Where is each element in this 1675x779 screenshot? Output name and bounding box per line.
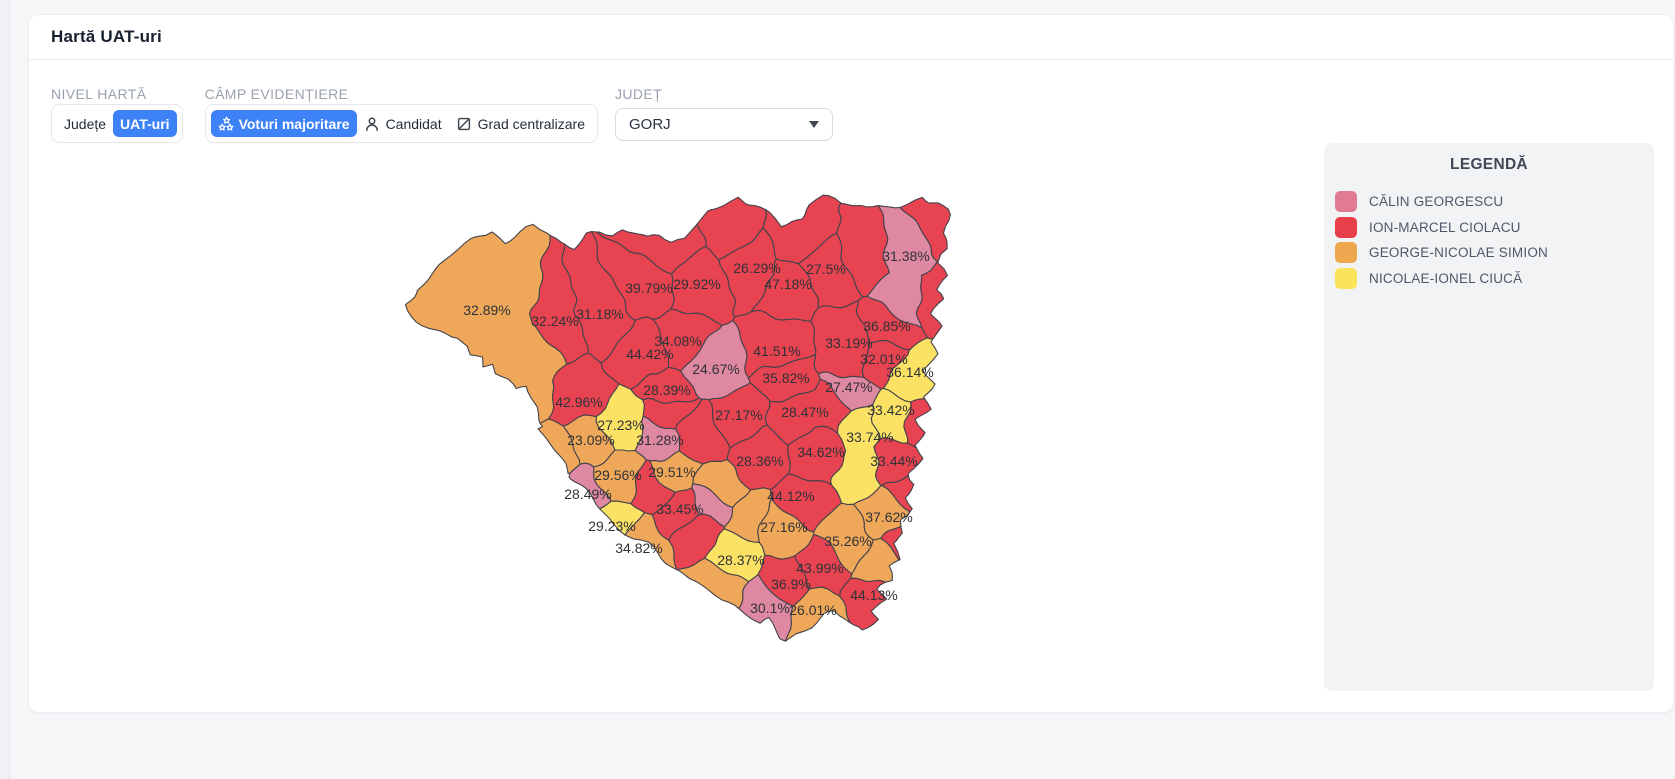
svg-text:35.26%: 35.26% <box>824 533 871 549</box>
svg-text:37.62%: 37.62% <box>865 509 912 525</box>
svg-text:33.42%: 33.42% <box>867 402 914 418</box>
svg-text:31.28%: 31.28% <box>636 432 683 448</box>
svg-text:33.74%: 33.74% <box>846 429 893 445</box>
svg-text:31.18%: 31.18% <box>576 306 623 322</box>
svg-text:24.67%: 24.67% <box>692 361 739 377</box>
svg-text:27.47%: 27.47% <box>825 379 872 395</box>
svg-text:42.96%: 42.96% <box>555 394 602 410</box>
svg-text:44.12%: 44.12% <box>767 488 814 504</box>
svg-text:34.82%: 34.82% <box>615 540 662 556</box>
svg-text:27.16%: 27.16% <box>760 519 807 535</box>
svg-text:36.85%: 36.85% <box>863 318 910 334</box>
svg-text:28.39%: 28.39% <box>643 382 690 398</box>
svg-text:41.51%: 41.51% <box>753 343 800 359</box>
svg-text:27.5%: 27.5% <box>806 261 846 277</box>
svg-text:27.23%: 27.23% <box>597 417 644 433</box>
svg-text:32.01%: 32.01% <box>860 351 907 367</box>
svg-text:26.29%: 26.29% <box>733 260 780 276</box>
svg-text:43.99%: 43.99% <box>796 560 843 576</box>
svg-text:32.89%: 32.89% <box>463 302 510 318</box>
svg-text:39.79%: 39.79% <box>625 280 672 296</box>
svg-text:29.51%: 29.51% <box>648 464 695 480</box>
svg-text:30.1%: 30.1% <box>750 600 790 616</box>
svg-text:28.47%: 28.47% <box>781 404 828 420</box>
svg-text:35.82%: 35.82% <box>762 370 809 386</box>
svg-text:33.19%: 33.19% <box>825 335 872 351</box>
svg-text:26.01%: 26.01% <box>789 602 836 618</box>
svg-text:34.62%: 34.62% <box>797 444 844 460</box>
svg-text:28.36%: 28.36% <box>736 453 783 469</box>
svg-text:28.49%: 28.49% <box>564 486 611 502</box>
svg-text:33.44%: 33.44% <box>870 453 917 469</box>
svg-text:34.08%: 34.08% <box>654 333 701 349</box>
svg-text:29.23%: 29.23% <box>588 518 635 534</box>
svg-text:36.9%: 36.9% <box>771 576 811 592</box>
svg-text:47.18%: 47.18% <box>764 276 811 292</box>
svg-text:31.38%: 31.38% <box>882 248 929 264</box>
svg-text:44.42%: 44.42% <box>626 346 673 362</box>
svg-text:36.14%: 36.14% <box>886 364 933 380</box>
svg-text:29.92%: 29.92% <box>673 276 720 292</box>
svg-text:27.17%: 27.17% <box>715 407 762 423</box>
svg-text:33.45%: 33.45% <box>656 501 703 517</box>
svg-text:23.09%: 23.09% <box>567 432 614 448</box>
svg-text:44.13%: 44.13% <box>850 587 897 603</box>
svg-text:28.37%: 28.37% <box>717 552 764 568</box>
svg-text:32.24%: 32.24% <box>531 313 578 329</box>
svg-text:29.56%: 29.56% <box>594 467 641 483</box>
